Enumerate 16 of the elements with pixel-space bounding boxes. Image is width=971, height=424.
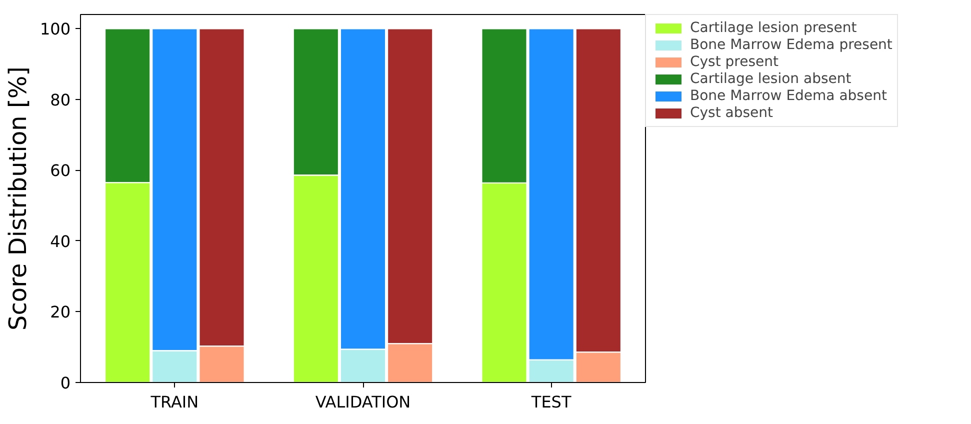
y-axis-title: Score Distribution [%] bbox=[4, 66, 32, 331]
legend-label: Cyst present bbox=[690, 54, 779, 70]
legend-label: Bone Marrow Edema absent bbox=[690, 88, 887, 104]
y-tick-label: 40 bbox=[50, 232, 70, 251]
y-tick-label: 20 bbox=[50, 302, 70, 322]
y-tick-label: 60 bbox=[50, 161, 70, 180]
y-tick-label: 80 bbox=[50, 90, 70, 110]
legend-label: Cartilage lesion present bbox=[690, 20, 857, 36]
y-tick-label: 0 bbox=[60, 374, 71, 392]
x-tick-label: TRAIN bbox=[150, 392, 199, 412]
x-tick-label: VALIDATION bbox=[315, 392, 411, 412]
legend-label: Bone Marrow Edema present bbox=[690, 37, 892, 53]
legend-label: Cartilage lesion absent bbox=[690, 71, 852, 87]
x-tick-label: TEST bbox=[530, 392, 572, 412]
y-tick-label: 100 bbox=[40, 20, 71, 39]
legend-label: Cyst absent bbox=[690, 105, 774, 121]
